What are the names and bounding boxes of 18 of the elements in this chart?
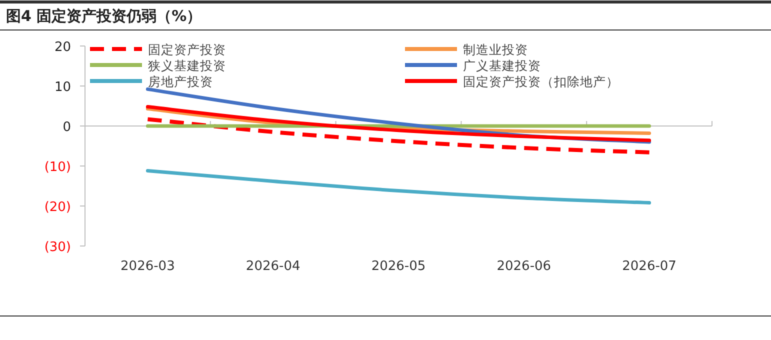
legend-label: 房地产投资 [148, 74, 213, 89]
x-tick-label: 2026-04 [246, 259, 300, 274]
y-tick-label: 0 [62, 120, 71, 135]
legend-label: 固定资产投资 [148, 42, 226, 57]
y-tick-label: (20) [44, 200, 71, 215]
legend-label: 固定资产投资（扣除地产） [463, 74, 619, 89]
y-tick-label: (30) [44, 240, 71, 255]
y-tick-label: 20 [54, 40, 71, 55]
title: 图4 固定资产投资仍弱（%） [6, 7, 202, 25]
legend-label: 狭义基建投资 [148, 58, 226, 73]
legend-label: 广义基建投资 [463, 58, 541, 73]
x-tick-label: 2026-06 [496, 259, 552, 274]
legend-label: 制造业投资 [463, 42, 528, 57]
x-tick-label: 2026-03 [120, 259, 175, 274]
y-tick-label: (10) [44, 160, 71, 175]
y-tick-label: 10 [54, 80, 71, 95]
x-tick-label: 2026-07 [622, 259, 676, 274]
x-tick-label: 2026-05 [371, 259, 426, 274]
